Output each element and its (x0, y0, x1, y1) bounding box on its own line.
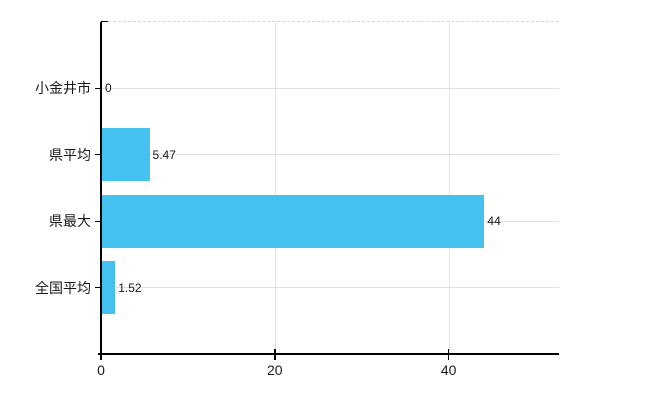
horizontal-gridline (102, 154, 559, 156)
horizontal-gridline (102, 87, 559, 89)
category-label: 県平均 (49, 146, 91, 163)
axis-top-tick (101, 21, 108, 23)
category-label: 小金井市 (35, 80, 91, 97)
value-label: 1.52 (118, 280, 142, 295)
bar (102, 128, 150, 182)
x-axis-tick (447, 349, 450, 360)
x-axis-tick (100, 349, 102, 360)
category-tick (95, 220, 101, 222)
value-label: 0 (105, 81, 112, 96)
category-tick (95, 154, 101, 156)
x-axis-tick (274, 349, 276, 360)
x-tick-label: 0 (97, 362, 105, 378)
value-label: 44 (487, 214, 501, 229)
vertical-gridline (448, 22, 450, 354)
horizontal-gridline (102, 287, 559, 289)
x-tick-label: 40 (440, 362, 457, 378)
x-tick-label: 20 (267, 362, 283, 378)
bar (102, 194, 485, 248)
x-axis-line (98, 353, 559, 355)
category-tick (95, 87, 101, 90)
category-label: 県最大 (49, 213, 91, 230)
y-axis-line (100, 22, 102, 354)
vertical-gridline (274, 22, 276, 354)
value-label: 5.47 (152, 147, 176, 162)
category-tick (95, 286, 101, 289)
category-label: 全国平均 (35, 279, 91, 296)
bar (102, 261, 116, 315)
plot-top-boundary (108, 21, 559, 22)
